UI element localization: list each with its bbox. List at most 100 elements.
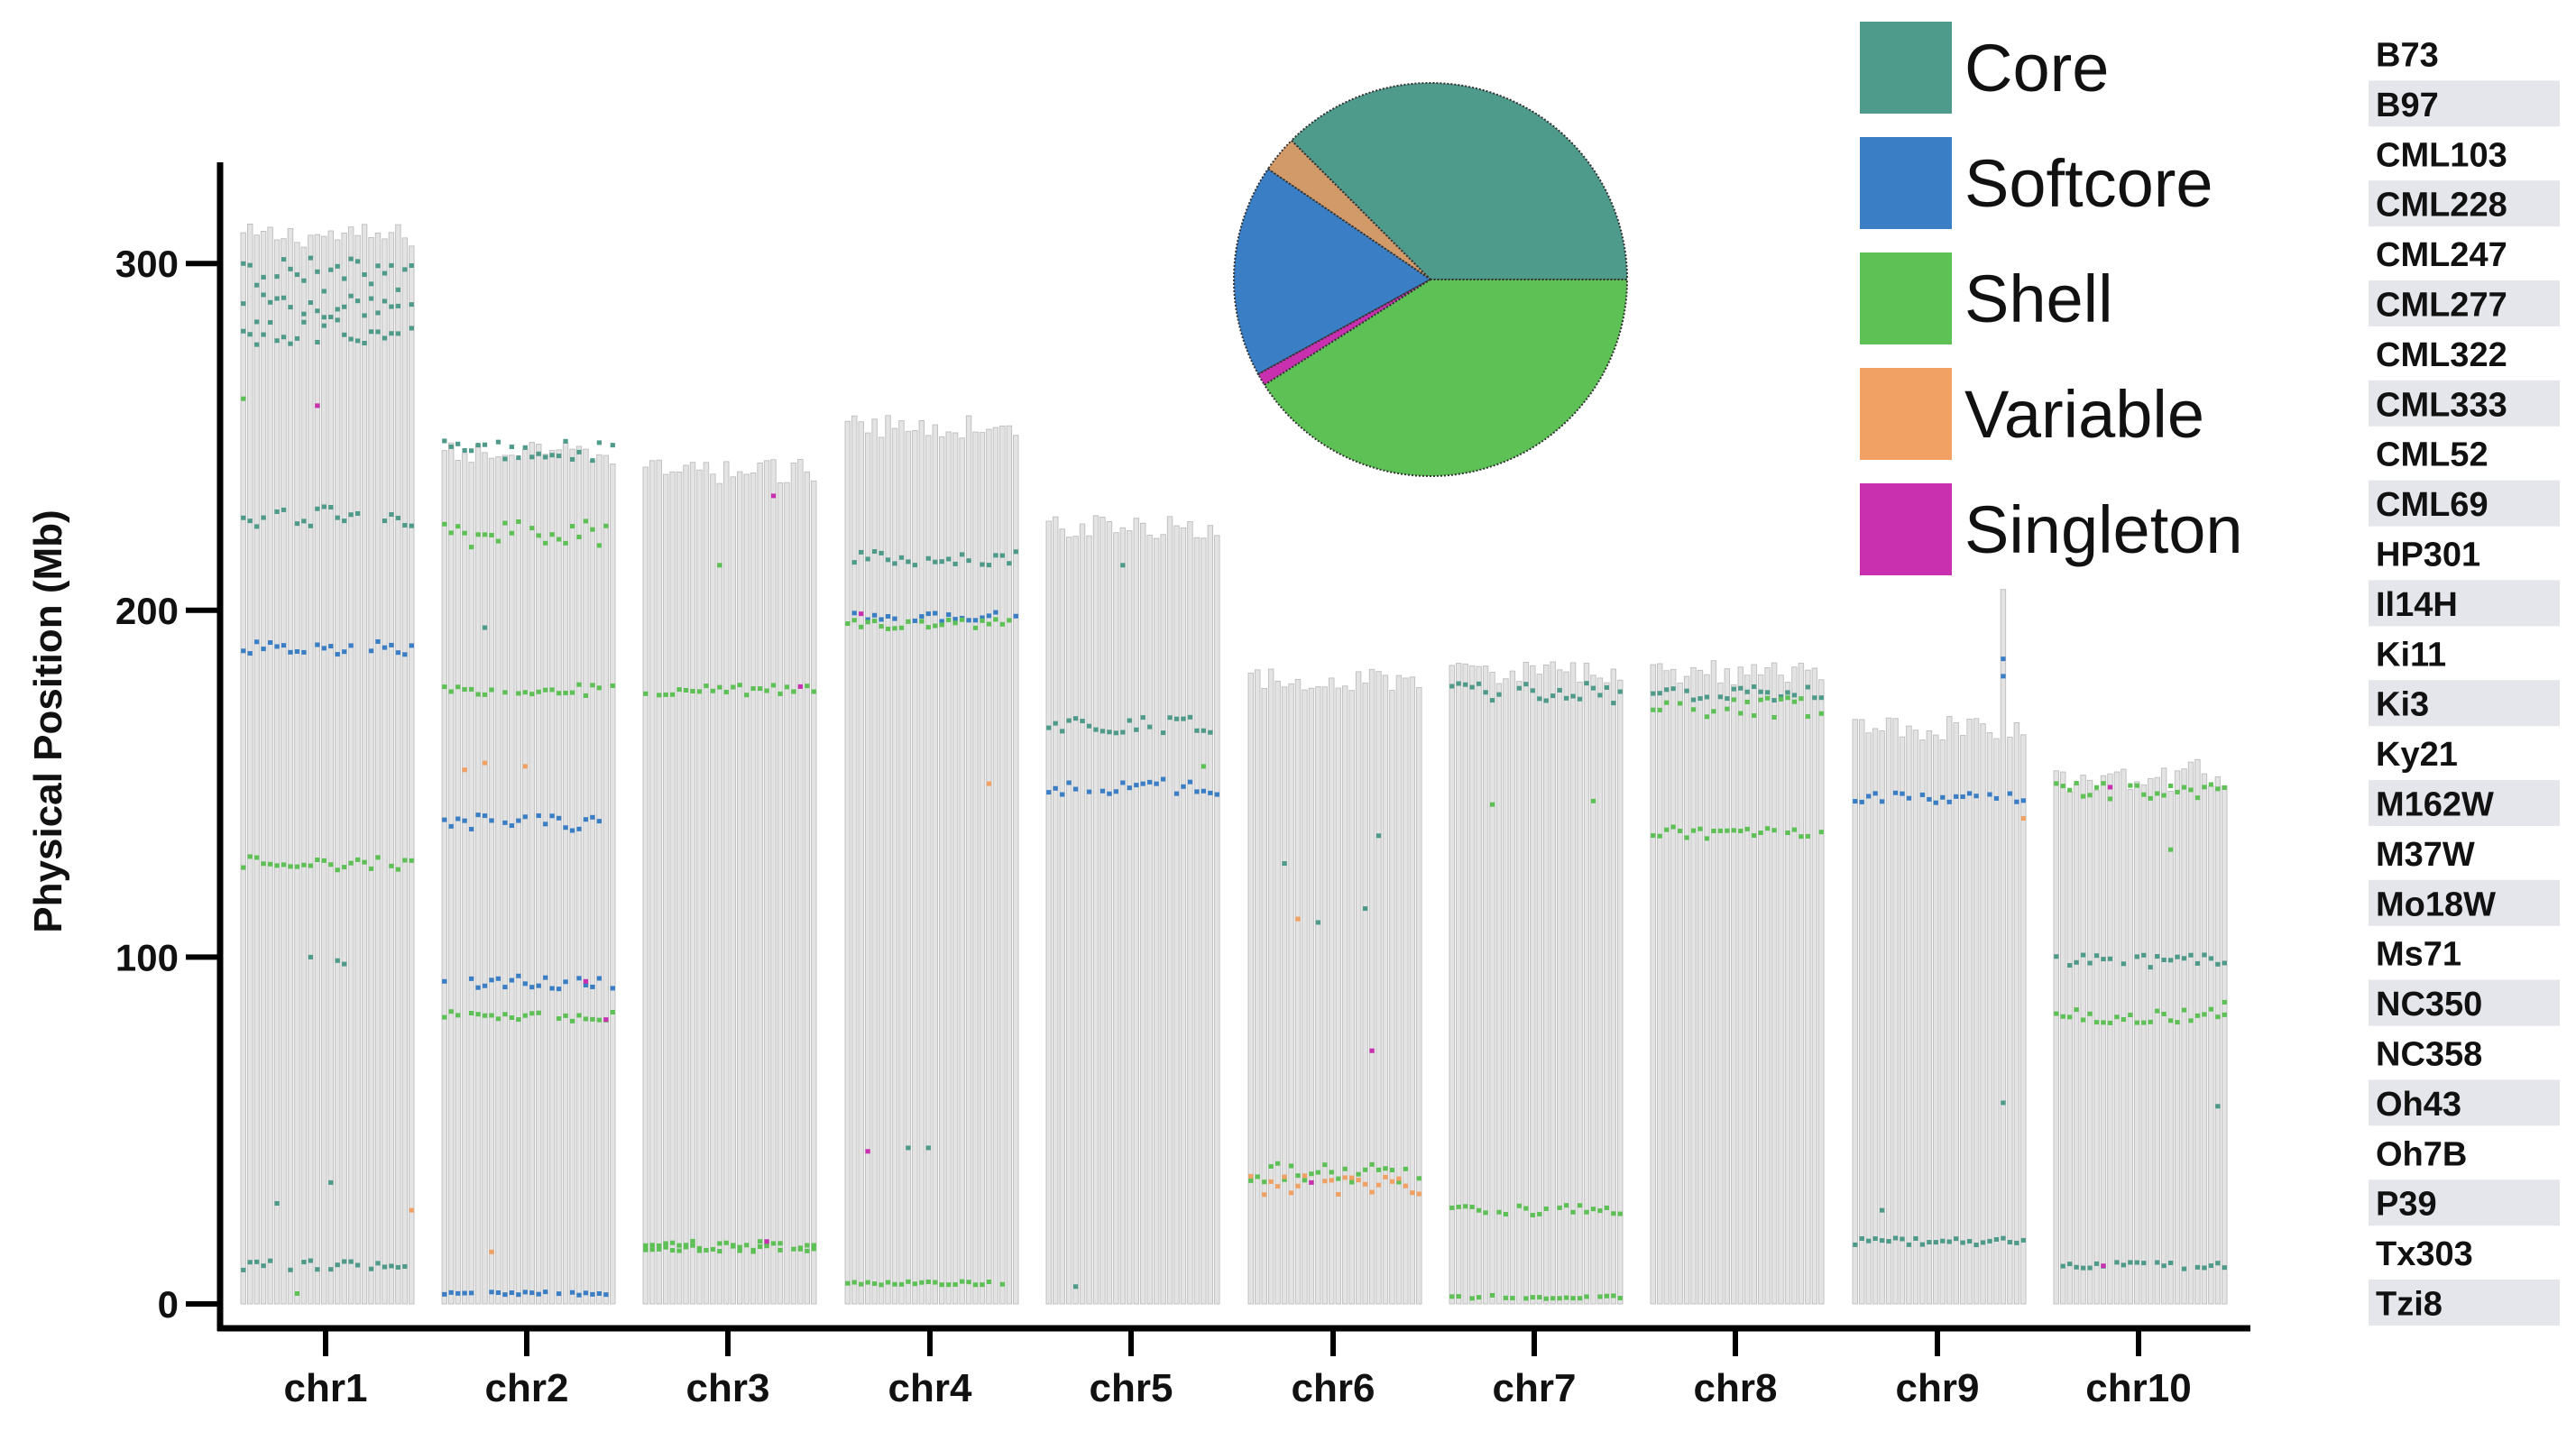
line-name-CML103: CML103 (2376, 136, 2507, 174)
chromosome-bar-chr8-Mo18W (1764, 667, 1771, 1305)
gene-point-variable (1295, 916, 1301, 922)
chromosome-bar-chr9-Ki11 (1933, 734, 1939, 1305)
gene-point-core (1563, 695, 1569, 701)
gene-point-core (1704, 694, 1710, 700)
chromosome-bar-chr10-B73 (2053, 770, 2059, 1305)
chromosome-bar-chr7-CML247 (1476, 665, 1482, 1305)
gene-point-shell (590, 683, 595, 688)
gene-point-core (1590, 685, 1596, 691)
gene-point-shell (549, 687, 555, 693)
chromosome-bar-chr8-M162W (1751, 664, 1757, 1305)
pie-slice-core (1290, 81, 1629, 280)
chromosome-group-chr3 (642, 459, 817, 1305)
gene-point-core (267, 320, 273, 326)
gene-point-shell (879, 1282, 884, 1288)
gene-point-shell (1597, 1208, 1603, 1214)
gene-point-core (898, 555, 905, 560)
gene-point-shell (576, 1013, 582, 1018)
gene-point-core (2167, 958, 2174, 963)
chromosome-bar-chr3-M37W (750, 472, 757, 1305)
gene-point-core (596, 440, 602, 445)
chromosome-bar-chr2-CML69 (501, 454, 509, 1305)
gene-point-shell (1563, 1203, 1569, 1208)
chromosome-bar-chr9-B97 (1859, 719, 1865, 1305)
chromosome-bar-chr1-Mo18W (354, 234, 361, 1305)
gene-point-shell (2107, 796, 2113, 802)
gene-point-softcore (952, 617, 958, 622)
legend-label-shell: Shell (1964, 262, 2113, 336)
gene-point-shell (1489, 1292, 1495, 1298)
gene-point-core (328, 267, 334, 272)
gene-point-singleton (1369, 1048, 1375, 1053)
gene-point-shell (2222, 785, 2227, 790)
gene-point-core (1530, 688, 1535, 693)
gene-point-softcore (489, 977, 494, 983)
gene-point-shell (717, 1249, 722, 1254)
gene-point-core (1570, 693, 1576, 699)
line-name-row: P39 (2369, 1179, 2560, 1226)
gene-point-shell (1590, 1207, 1596, 1212)
gene-point-core (1791, 693, 1798, 698)
line-name-Oh7B: Oh7B (2376, 1135, 2467, 1173)
chromosome-bar-chr2-Ms71 (562, 442, 569, 1305)
gene-point-softcore (495, 976, 501, 981)
line-name-Oh43: Oh43 (2376, 1086, 2461, 1124)
gene-point-shell (2202, 785, 2207, 790)
gene-point-core (1664, 687, 1670, 693)
chromosome-bar-chr7-CML277 (1482, 665, 1489, 1305)
line-name-row: Ki3 (2369, 680, 2560, 727)
y-tick-label: 300 (115, 243, 179, 285)
chromosome-bar-chr3-NC358 (777, 482, 784, 1305)
gene-point-shell (770, 1241, 777, 1246)
gene-point-softcore (576, 826, 582, 831)
gene-point-core (254, 282, 260, 288)
gene-point-core (1879, 1238, 1885, 1244)
gene-point-core (1449, 684, 1455, 689)
chromosome-bar-chr10-CML228 (2073, 784, 2080, 1305)
gene-point-shell (757, 1239, 763, 1244)
gene-point-core (1651, 691, 1656, 696)
line-name-P39: P39 (2376, 1186, 2437, 1224)
gene-point-core (1147, 724, 1153, 730)
chromosome-bar-chr5-CML247 (1072, 536, 1079, 1305)
chromosome-bar-chr6-Tzi8 (1416, 687, 1422, 1305)
chromosome-bar-chr1-CML52 (294, 242, 300, 1305)
gene-point-softcore (851, 610, 857, 616)
gene-point-softcore (455, 816, 461, 821)
gene-point-shell (522, 690, 528, 695)
chromosome-bar-chr1-Tx303 (401, 237, 409, 1305)
gene-point-core (2202, 952, 2207, 958)
gene-point-singleton (1309, 1179, 1314, 1185)
chromosome-bar-chr1-Oh43 (382, 238, 388, 1305)
gene-point-shell (885, 626, 891, 631)
chromosome-bar-chr3-Tzi8 (811, 480, 817, 1305)
gene-point-core (1900, 1236, 1905, 1242)
gene-point-core (482, 442, 488, 447)
line-name-row: Mo18W (2369, 879, 2560, 926)
gene-point-shell (2148, 1019, 2153, 1024)
gene-point-core (2208, 956, 2213, 961)
gene-point-core (1859, 1236, 1864, 1242)
gene-point-softcore (1960, 794, 1965, 799)
gene-point-core (354, 1262, 361, 1268)
gene-point-softcore (563, 825, 568, 831)
gene-point-shell (2101, 1020, 2106, 1025)
gene-point-core (1469, 684, 1475, 690)
chromosome-bar-chr8-HP301 (1717, 682, 1724, 1305)
gene-point-softcore (328, 644, 334, 649)
gene-point-core (2093, 1261, 2100, 1266)
gene-point-shell (791, 689, 796, 694)
gene-point-shell (1255, 1174, 1260, 1179)
gene-point-shell (1537, 1211, 1542, 1216)
gene-point-core (576, 449, 582, 454)
gene-point-shell (241, 865, 246, 870)
gene-point-core (906, 559, 911, 564)
gene-point-core (1764, 690, 1771, 695)
gene-point-shell (556, 691, 562, 696)
chromosome-bar-chr9-Ki3 (1939, 739, 1946, 1305)
chromosome-bar-chr1-Ms71 (361, 224, 368, 1305)
gene-point-core (522, 445, 528, 450)
gene-point-shell (301, 862, 307, 867)
gene-point-core (1167, 715, 1173, 720)
gene-point-core (1717, 694, 1723, 700)
